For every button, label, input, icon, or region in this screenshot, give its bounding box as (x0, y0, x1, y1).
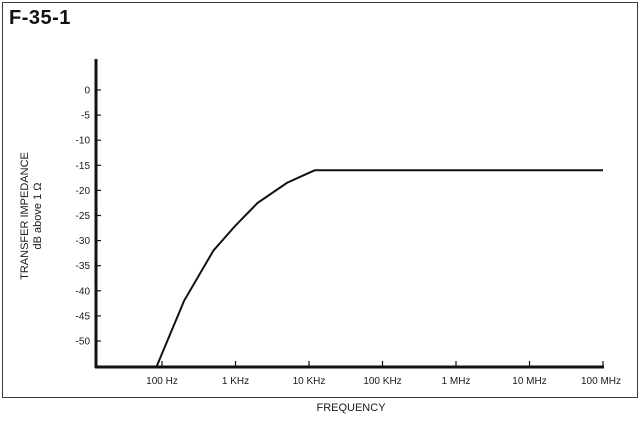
y-tick-label: -30 (76, 236, 91, 247)
y-tick-label: -10 (76, 136, 91, 147)
y-tick-label: -50 (76, 337, 91, 348)
x-tick-label: 1 KHz (222, 376, 249, 387)
x-axis-ticks: 100 Hz 1 KHz 10 KHz 100 KHz 1 MHz 10 MHz 100 M… (146, 361, 621, 387)
y-axis-subtitle: dB above 1 Ω (32, 183, 44, 250)
figure-frame (2, 2, 638, 398)
transfer-impedance-curve (155, 169, 603, 367)
y-tick-label: -45 (76, 311, 91, 322)
x-tick-label: 100 Hz (146, 376, 178, 387)
y-tick-label: -20 (76, 186, 91, 197)
y-tick-label: -25 (76, 211, 91, 222)
x-tick-label: 100 MHz (581, 376, 621, 387)
x-tick-label: 1 MHz (442, 376, 471, 387)
figure-label: F-35-1 (9, 7, 71, 29)
y-tick-label: -40 (76, 286, 91, 297)
y-tick-label: -15 (76, 161, 91, 172)
y-tick-label: -5 (81, 111, 90, 122)
x-axis-title: FREQUENCY (316, 402, 386, 414)
y-tick-label: -35 (76, 261, 91, 272)
x-tick-label: 10 KHz (293, 376, 326, 387)
y-tick-label: 0 (84, 86, 90, 97)
y-axis-title: TRANSFER IMPEDANCE (19, 152, 31, 280)
x-tick-label: 100 KHz (363, 376, 401, 387)
x-tick-label: 10 MHz (512, 376, 546, 387)
